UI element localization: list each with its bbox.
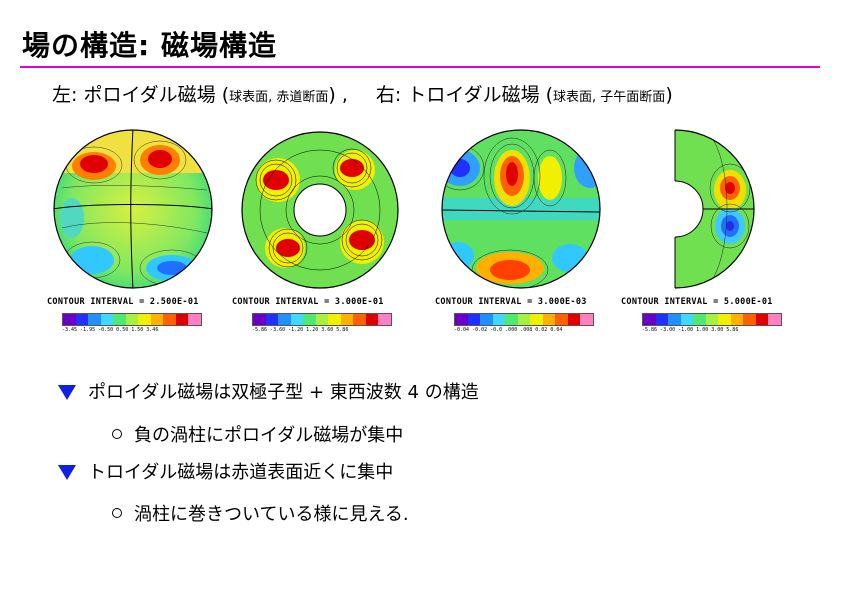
colorbar-swatch — [680, 314, 694, 325]
circle-bullet-icon — [112, 429, 122, 439]
colorbar-swatch — [530, 314, 543, 325]
colorbar-swatch — [113, 314, 126, 325]
slide-title: 場の構造: 磁場構造 — [22, 29, 277, 62]
colorbar-swatch — [567, 314, 581, 325]
contour-interval-3: CONTOUR INTERVAL = 3.000E-03 — [435, 297, 587, 307]
contour-interval-4: CONTOUR INTERVAL = 5.000E-01 — [621, 297, 773, 307]
toroidal-meridional-plot — [672, 128, 758, 290]
sub-bullet-item-1: 負の渦柱にポロイダル磁場が集中 — [112, 421, 403, 447]
contour-interval-1: CONTOUR INTERVAL = 2.500E-01 — [47, 297, 199, 307]
toroidal-surface-plot — [440, 128, 602, 290]
colorbar-swatch — [290, 314, 304, 325]
colorbar-swatch — [705, 314, 719, 325]
caption-right-close: ) — [665, 84, 673, 106]
colorbar-1-ticks: -3.45 -1.95 -0.50 0.50 1.50 3.46 — [62, 327, 159, 333]
colorbar-swatch — [328, 314, 341, 325]
bullet-item-1: ポロイダル磁場は双極子型 + 東西波数 4 の構造 — [58, 378, 479, 404]
colorbar-swatch — [580, 314, 594, 325]
colorbar-swatch — [743, 314, 756, 325]
colorbar-swatch — [303, 314, 316, 325]
colorbar-3 — [454, 313, 594, 326]
colorbar-swatch — [315, 314, 329, 325]
colorbar-swatch — [718, 314, 731, 325]
colorbar-swatch — [63, 314, 76, 325]
caption-left-close: ) , — [328, 84, 348, 106]
contour-interval-2: CONTOUR INTERVAL = 3.000E-01 — [232, 297, 384, 307]
colorbar-swatch — [467, 314, 481, 325]
colorbar-3-ticks: -0.04 -0.02 -0.0 .000 .008 0.02 0.04 — [454, 327, 563, 333]
colorbar-swatch — [340, 314, 354, 325]
colorbar-swatch — [693, 314, 706, 325]
colorbar-2 — [252, 313, 392, 326]
colorbar-swatch — [265, 314, 279, 325]
sub-bullet-item-2: 渦柱に巻きついている様に見える. — [112, 500, 409, 526]
colorbar-swatch — [730, 314, 744, 325]
title-divider — [20, 66, 820, 68]
colorbar-swatch — [643, 314, 656, 325]
colorbar-swatch — [353, 314, 366, 325]
colorbar-swatch — [480, 314, 493, 325]
colorbar-swatch — [163, 314, 176, 325]
colorbar-swatch — [278, 314, 291, 325]
colorbar-1 — [62, 313, 202, 326]
colorbar-swatch — [517, 314, 531, 325]
colorbar-4-ticks: -5.86 -3.00 -1.00 1.00 3.00 5.86 — [642, 327, 739, 333]
colorbar-swatch — [455, 314, 468, 325]
colorbar-swatch — [150, 314, 164, 325]
caption-right: 右: トロイダル磁場 ( — [375, 84, 554, 106]
caption-left: 左: ポロイダル磁場 ( — [52, 84, 230, 106]
bullet-item-2: トロイダル磁場は赤道表面近くに集中 — [58, 458, 393, 484]
colorbar-swatch — [492, 314, 506, 325]
colorbar-swatch — [125, 314, 139, 325]
colorbar-2-ticks: -5.86 -3.60 -1.20 1.20 3.60 5.86 — [252, 327, 349, 333]
colorbar-swatch — [755, 314, 769, 325]
colorbar-swatch — [88, 314, 101, 325]
colorbar-swatch — [188, 314, 202, 325]
colorbar-swatch — [75, 314, 89, 325]
poloidal-equatorial-plot — [240, 130, 400, 290]
triangle-bullet-icon — [58, 465, 76, 480]
colorbar-swatch — [668, 314, 681, 325]
colorbar-swatch — [505, 314, 518, 325]
colorbar-swatch — [253, 314, 266, 325]
circle-bullet-icon — [112, 508, 122, 518]
colorbar-swatch — [175, 314, 189, 325]
caption-left-detail: 球表面, 赤道断面 — [229, 90, 329, 105]
colorbar-swatch — [365, 314, 379, 325]
poloidal-surface-plot — [52, 128, 214, 290]
colorbar-swatch — [378, 314, 392, 325]
colorbar-swatch — [138, 314, 151, 325]
caption-right-detail: 球表面, 子午面断面 — [553, 90, 666, 105]
colorbar-swatch — [768, 314, 782, 325]
colorbar-4 — [642, 313, 782, 326]
colorbar-swatch — [542, 314, 556, 325]
colorbar-swatch — [655, 314, 669, 325]
triangle-bullet-icon — [58, 385, 76, 400]
colorbar-swatch — [100, 314, 114, 325]
figure-caption: 左: ポロイダル磁場 (球表面, 赤道断面) , 右: トロイダル磁場 (球表面,… — [52, 80, 673, 107]
colorbar-swatch — [555, 314, 568, 325]
